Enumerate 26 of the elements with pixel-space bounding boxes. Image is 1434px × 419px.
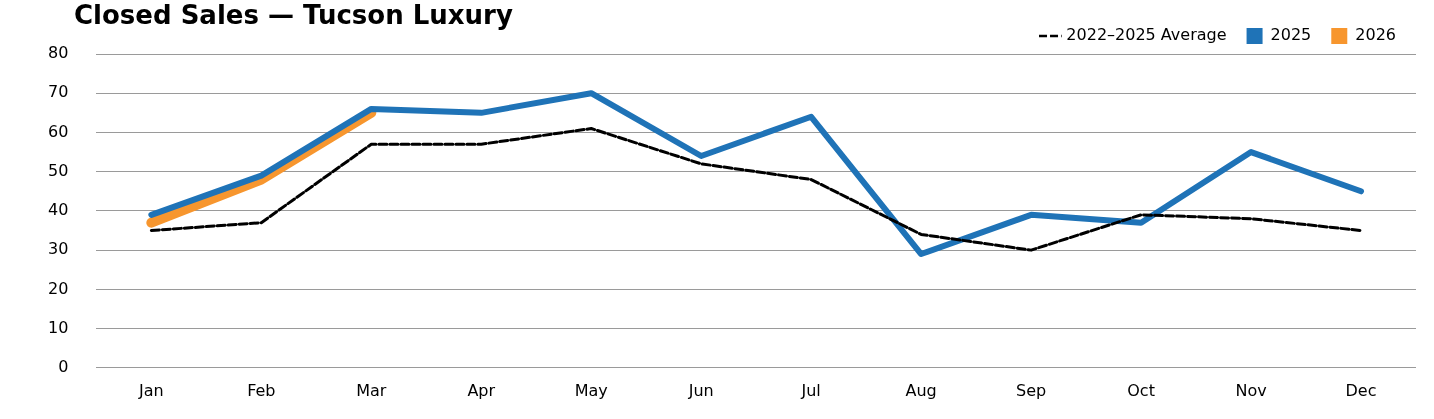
y-tick-label: 30 — [48, 239, 69, 259]
legend-label: 2025 — [1270, 25, 1312, 45]
x-tick-label: Jan — [138, 380, 164, 400]
x-tick-label: Jun — [687, 380, 714, 400]
x-tick-label: Aug — [905, 380, 937, 400]
y-tick-label: 50 — [48, 160, 69, 180]
x-tick-label: Jul — [800, 380, 821, 400]
x-tick-label: May — [574, 380, 608, 400]
legend-label: 2022–2025 Average — [1066, 25, 1227, 45]
line-series — [149, 127, 1363, 252]
x-tick-label: Sep — [1016, 380, 1047, 400]
x-tick-label: Feb — [247, 380, 276, 400]
y-tick-label: 70 — [48, 82, 69, 102]
y-tick-label: 80 — [48, 43, 69, 63]
y-tick-label: 20 — [48, 278, 69, 298]
y-tick-label: 40 — [48, 200, 69, 220]
x-tick-label: Dec — [1345, 380, 1377, 400]
x-tick-label: Apr — [467, 380, 496, 400]
y-tick-label: 0 — [58, 356, 69, 376]
chart-title: Closed Sales — Tucson Luxury — [74, 0, 513, 30]
legend-label: 2026 — [1355, 25, 1396, 45]
x-tick-label: Oct — [1127, 380, 1155, 400]
x-tick-label: Mar — [356, 380, 387, 400]
x-tick-label: Nov — [1235, 380, 1267, 400]
y-tick-label: 10 — [48, 317, 69, 337]
y-tick-label: 60 — [48, 121, 69, 141]
